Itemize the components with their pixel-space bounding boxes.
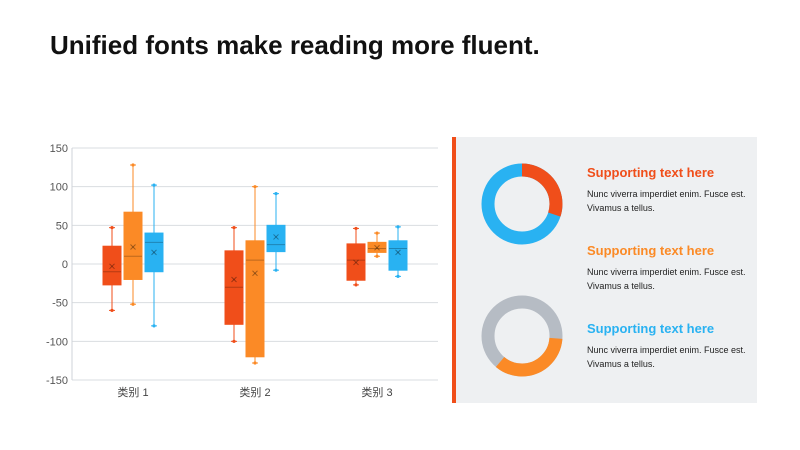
outlier-point xyxy=(354,226,358,231)
box-mean-marker xyxy=(151,249,157,256)
outlier-point xyxy=(375,254,379,258)
outlier-point xyxy=(110,308,114,312)
y-tick-label: 50 xyxy=(56,220,68,232)
supporting-title-1: Supporting text here xyxy=(587,165,715,180)
box-iqr xyxy=(102,245,122,286)
outlier-point xyxy=(396,225,400,229)
box-mean-marker xyxy=(109,263,115,270)
supporting-body-3: Nunc viverra imperdiet enim. Fusce est. … xyxy=(587,345,746,369)
outlier-point xyxy=(152,324,156,328)
outlier-point xyxy=(131,163,135,167)
outlier-point xyxy=(152,183,156,187)
outlier-point xyxy=(274,268,278,272)
box-mean-marker xyxy=(395,249,401,256)
box-iqr xyxy=(144,232,164,273)
x-tick-label: 类别 3 xyxy=(361,385,392,399)
box-iqr xyxy=(245,240,265,358)
box-mean-marker xyxy=(374,244,380,251)
box-iqr xyxy=(367,241,387,253)
donut-value-arc xyxy=(481,295,563,377)
box-iqr xyxy=(224,250,244,325)
donut-chart-2 xyxy=(481,295,563,377)
box-mean-marker xyxy=(273,234,279,240)
y-tick-label: -50 xyxy=(52,298,68,310)
x-tick-label: 类别 1 xyxy=(117,385,148,399)
supporting-body-2: Nunc viverra imperdiet enim. Fusce est. … xyxy=(587,267,746,291)
supporting-panel: Supporting text here Nunc viverra imperd… xyxy=(452,137,757,403)
outlier-point xyxy=(232,226,236,230)
box-iqr xyxy=(266,224,286,253)
x-tick-label: 类别 2 xyxy=(239,385,270,399)
box-mean-marker xyxy=(353,259,359,266)
panel-accent-bar xyxy=(452,137,456,403)
outlier-point xyxy=(396,274,400,278)
supporting-body-1: Nunc viverra imperdiet enim. Fusce est. … xyxy=(587,189,746,213)
outlier-point xyxy=(354,283,358,287)
outlier-point xyxy=(253,185,257,189)
y-tick-label: -150 xyxy=(46,375,68,387)
slide-title: Unified fonts make reading more fluent. xyxy=(50,30,540,60)
box-mean-marker xyxy=(252,270,258,277)
y-tick-label: 150 xyxy=(50,143,68,155)
box-mean-marker xyxy=(130,244,136,250)
box-plot-chart: 150 100 50 0 -50 -100 -150 类别 1 类别 2 类别 3 xyxy=(0,130,450,410)
y-tick-label: -100 xyxy=(46,336,68,348)
supporting-title-3: Supporting text here xyxy=(587,321,715,336)
box-iqr xyxy=(388,240,408,271)
y-tick-label: 0 xyxy=(62,259,68,271)
box-iqr xyxy=(123,211,143,280)
outlier-point xyxy=(131,302,135,306)
outlier-point xyxy=(110,226,114,230)
outlier-point xyxy=(253,361,257,365)
y-tick-label: 100 xyxy=(50,182,68,194)
outlier-point xyxy=(375,231,379,235)
donut-chart-1 xyxy=(481,163,563,245)
box-mean-marker xyxy=(231,276,237,283)
box-iqr xyxy=(346,243,366,281)
box-plot-svg: 150 100 50 0 -50 -100 -150 类别 1 类别 2 类别 3 xyxy=(46,143,438,399)
outlier-point xyxy=(232,339,236,343)
outlier-point xyxy=(274,192,278,196)
supporting-title-2: Supporting text here xyxy=(587,243,715,258)
donut-value-arc xyxy=(481,163,563,245)
